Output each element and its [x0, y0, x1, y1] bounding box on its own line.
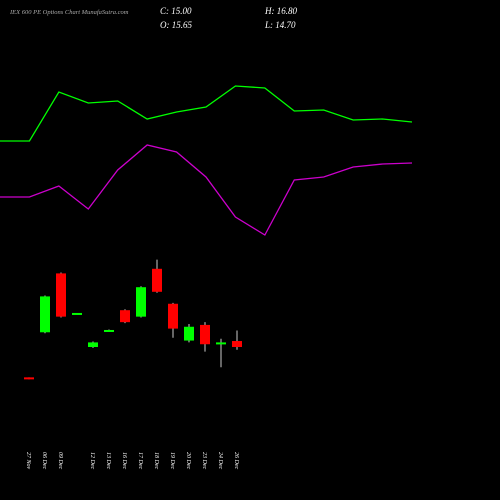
candle-body	[120, 310, 130, 323]
low-label: L: 14.70	[264, 20, 296, 30]
candle-body	[232, 341, 242, 347]
candle-body	[56, 273, 66, 317]
x-tick-label: 17 Dec	[137, 452, 143, 469]
indicator-line	[0, 144, 413, 236]
close-label: C: 15.00	[160, 6, 192, 16]
candle-body	[136, 287, 146, 317]
x-tick-label: 27 Nov	[25, 452, 31, 470]
chart-title: IEX 600 PE Options Chart MunafaSutra.com	[9, 9, 129, 16]
x-tick-label: 19 Dec	[169, 452, 175, 469]
indicator-line	[0, 85, 413, 142]
candle-body	[72, 312, 82, 315]
candle-body	[40, 296, 50, 333]
x-tick-label: 23 Dec	[201, 452, 207, 469]
open-label: O: 15.65	[160, 20, 192, 30]
candle-body	[24, 377, 34, 380]
x-tick-label: 09 Dec	[57, 452, 63, 469]
candle-body	[168, 303, 178, 329]
x-tick-label: 12 Dec	[89, 452, 95, 469]
x-tick-label: 13 Dec	[105, 452, 111, 469]
x-tick-label: 18 Dec	[153, 452, 159, 469]
x-tick-label: 26 Dec	[233, 452, 239, 469]
x-tick-label: 16 Dec	[121, 452, 127, 469]
candle-body	[104, 329, 114, 332]
candle-body	[184, 326, 194, 341]
candle-body	[216, 342, 226, 345]
x-tick-label: 20 Dec	[185, 452, 191, 469]
high-label: H: 16.80	[264, 6, 297, 16]
x-tick-label: 24 Dec	[217, 452, 224, 469]
x-tick-label: 06 Dec	[41, 452, 47, 469]
candle-body	[88, 342, 98, 347]
candle-body	[152, 268, 162, 292]
candle-body	[200, 324, 210, 345]
